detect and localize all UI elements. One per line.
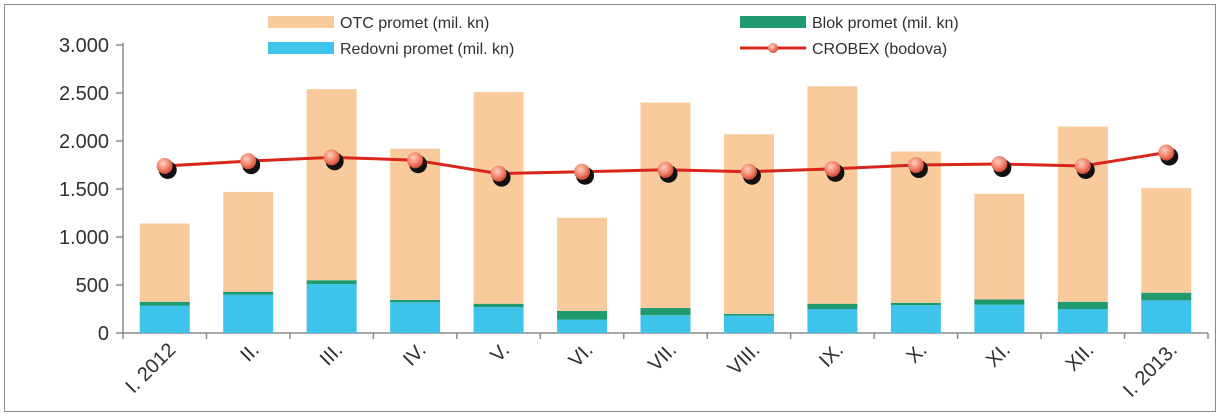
y-tick-label: 500 — [76, 275, 109, 297]
x-tick-label: VII. — [644, 339, 681, 376]
bar-redovni-promet — [640, 315, 691, 333]
bar-blok-promet — [139, 301, 190, 306]
crobex-point — [657, 161, 674, 178]
legend-redovni-swatch — [268, 42, 334, 54]
legend-otc-swatch — [268, 16, 334, 28]
bar-otc-promet — [390, 148, 441, 300]
bar-redovni-promet — [223, 294, 274, 333]
bar-redovni-promet — [807, 309, 858, 333]
crobex-point — [407, 152, 424, 169]
crobex-point — [240, 153, 257, 170]
legend: OTC promet (mil. kn) Blok promet (mil. kn… — [268, 15, 959, 58]
bar-redovni-promet — [1141, 300, 1192, 333]
bar-blok-promet — [306, 280, 357, 285]
bar-blok-promet — [473, 303, 524, 308]
y-tick-label: 3.000 — [59, 35, 109, 57]
crobex-point — [740, 163, 757, 180]
crobex-point — [156, 157, 173, 174]
x-tick-label: II. — [236, 339, 263, 366]
bar-otc-promet — [807, 86, 858, 304]
x-tick-label: III. — [316, 339, 347, 370]
x-tick-label: VIII. — [724, 339, 765, 380]
x-tick-label: XII. — [1062, 339, 1099, 376]
bar-blok-promet — [723, 313, 774, 316]
bar-otc-promet — [1141, 188, 1192, 293]
bar-blok-promet — [807, 303, 858, 309]
crobex-point — [490, 165, 507, 182]
bar-blok-promet — [1141, 292, 1192, 301]
legend-crobex-swatch-marker — [768, 43, 778, 53]
bar-otc-promet — [306, 89, 357, 281]
bar-redovni-promet — [890, 305, 941, 333]
bars-layer — [139, 86, 1192, 333]
bar-blok-promet — [974, 299, 1025, 305]
bar-redovni-promet — [473, 307, 524, 333]
crobex-point — [1158, 144, 1175, 161]
x-tick-label: V. — [486, 339, 514, 367]
crobex-point — [907, 157, 924, 173]
crobex-point — [991, 156, 1008, 173]
crobex-point — [824, 160, 841, 177]
bar-otc-promet — [640, 102, 691, 309]
x-tick-label: I. 2013. — [1119, 339, 1182, 402]
x-tick-label: IX. — [815, 339, 848, 372]
x-tick-label: X. — [902, 339, 931, 368]
bar-blok-promet — [390, 299, 441, 303]
x-tick-label: VI. — [565, 339, 598, 372]
x-tick-label: I. 2012 — [121, 339, 180, 398]
y-tick-label: 1.500 — [59, 179, 109, 201]
legend-redovni-label: Redovni promet (mil. kn) — [340, 41, 514, 58]
y-tick-label: 0 — [98, 323, 109, 345]
legend-otc-label: OTC promet (mil. kn) — [340, 15, 489, 32]
bar-otc-promet — [1057, 126, 1108, 302]
legend-blok-swatch — [740, 16, 806, 28]
bar-redovni-promet — [723, 315, 774, 333]
x-tick-label: XI. — [982, 339, 1015, 372]
bar-otc-promet — [723, 134, 774, 314]
bar-otc-promet — [974, 193, 1025, 300]
crobex-point — [323, 149, 340, 166]
bar-blok-promet — [1057, 301, 1108, 309]
bar-otc-promet — [223, 191, 274, 292]
bar-blok-promet — [890, 302, 941, 306]
y-tick-label: 1.000 — [59, 227, 109, 249]
y-tick-label: 2.000 — [59, 131, 109, 153]
bar-redovni-promet — [1057, 309, 1108, 333]
legend-blok-label: Blok promet (mil. kn) — [812, 15, 959, 32]
x-axis: I. 2012 II. III. IV. V. VI. VII. VIII. IX. X. XI. X… — [121, 332, 1209, 402]
x-tick-label: IV. — [399, 339, 431, 371]
crobex-line-layer — [156, 144, 1179, 187]
bar-blok-promet — [223, 291, 274, 295]
legend-crobex-label: CROBEX (bodova) — [812, 41, 947, 58]
bar-blok-promet — [640, 308, 691, 316]
bar-redovni-promet — [306, 284, 357, 333]
bar-redovni-promet — [139, 305, 190, 333]
bar-otc-promet — [139, 223, 190, 302]
bar-otc-promet — [557, 217, 608, 311]
crobex-point — [574, 163, 591, 180]
bar-otc-promet — [473, 92, 524, 304]
crobex-point — [1074, 157, 1091, 174]
bar-redovni-promet — [974, 304, 1025, 333]
y-axis: 0 500 1.000 1.500 2.000 2.500 3.000 — [59, 35, 124, 345]
bar-redovni-promet — [557, 319, 608, 333]
bar-redovni-promet — [390, 302, 441, 333]
bar-blok-promet — [557, 310, 608, 320]
y-tick-label: 2.500 — [59, 83, 109, 105]
